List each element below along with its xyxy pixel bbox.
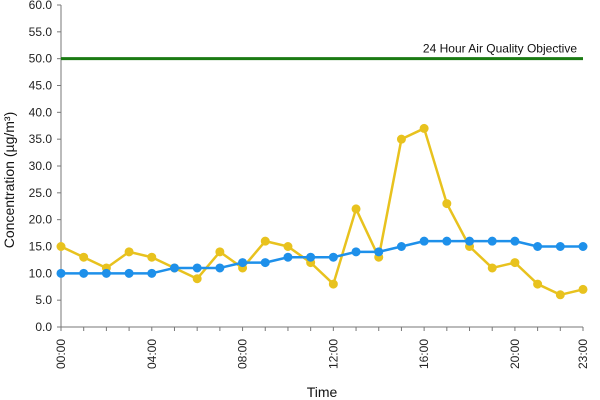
series-1-point	[419, 123, 429, 133]
series-1-point	[533, 279, 543, 289]
series-1-point	[487, 263, 497, 273]
series-2-point	[169, 263, 179, 273]
series-1-point	[442, 199, 452, 209]
y-tick-label: 50.0	[29, 52, 53, 66]
series-2-point	[442, 236, 452, 246]
x-tick-label: 23:00	[576, 339, 590, 369]
series-1-point	[124, 247, 134, 257]
y-tick-label: 0.0	[35, 320, 52, 334]
y-tick-label: 30.0	[29, 159, 53, 173]
objective-label: 24 Hour Air Quality Objective	[423, 42, 577, 56]
series-2-point	[555, 242, 565, 251]
series-2-point	[533, 242, 543, 251]
series-2-line	[61, 239, 583, 275]
series-1-point	[555, 290, 565, 300]
series-2-point	[351, 247, 361, 257]
series-1-point	[396, 134, 406, 144]
y-axis-title: Concentration (µg/m³)	[1, 112, 17, 248]
y-tick-label: 15.0	[29, 240, 53, 254]
series-2-point	[238, 258, 248, 268]
x-tick-label: 00:00	[54, 339, 68, 369]
x-axis-title: Time	[307, 384, 338, 400]
series-2-point	[79, 268, 89, 278]
series-1-point	[578, 284, 588, 294]
series-2-point	[124, 268, 134, 278]
series-2-point	[283, 252, 293, 262]
y-tick-label: 55.0	[29, 25, 53, 39]
series-2-point	[510, 236, 520, 246]
y-tick-label: 10.0	[29, 266, 53, 280]
series-1-point	[328, 279, 338, 289]
y-tick-label: 5.0	[35, 293, 52, 307]
series-2-point	[215, 263, 225, 273]
y-tick-label: 25.0	[29, 186, 53, 200]
y-tick-label: 40.0	[29, 105, 53, 119]
series-1-point	[147, 252, 157, 262]
series-2-point	[419, 236, 429, 246]
x-tick-label: 04:00	[145, 339, 159, 369]
series-2-point	[578, 242, 588, 251]
series-2-point	[260, 258, 270, 268]
x-tick-label: 08:00	[236, 339, 250, 369]
series-2-point	[306, 252, 316, 262]
x-tick-label: 12:00	[326, 339, 340, 369]
series-1-point	[283, 242, 293, 251]
series-2-point	[465, 236, 475, 246]
series-2-point	[328, 252, 338, 262]
series-1-point	[260, 236, 270, 246]
series-2-point	[374, 247, 384, 257]
y-tick-label: 35.0	[29, 132, 53, 146]
series-1-point	[56, 242, 66, 251]
series-1-point	[215, 247, 225, 257]
series-2-point	[101, 268, 111, 278]
series-1-point	[510, 258, 520, 268]
series-2-point	[56, 268, 66, 278]
series-2-point	[147, 268, 157, 278]
y-tick-label: 20.0	[29, 213, 53, 227]
series-1-point	[351, 204, 361, 214]
plot-area: 0.0 5.0 10.0 15.0 20.0 25.0 30.0 35.0 40.0 45.0 50…	[29, 0, 590, 369]
x-tick-label: 16:00	[417, 339, 431, 369]
y-tick-label: 60.0	[29, 0, 53, 12]
series-2-point	[192, 263, 202, 273]
series-2-point	[396, 242, 406, 251]
series-2-point	[487, 236, 497, 246]
x-tick-label: 20:00	[508, 339, 522, 369]
series-1-point	[79, 252, 89, 262]
series-1-line	[60, 127, 584, 297]
y-tick-label: 45.0	[29, 79, 53, 93]
series-1-point	[192, 274, 202, 284]
